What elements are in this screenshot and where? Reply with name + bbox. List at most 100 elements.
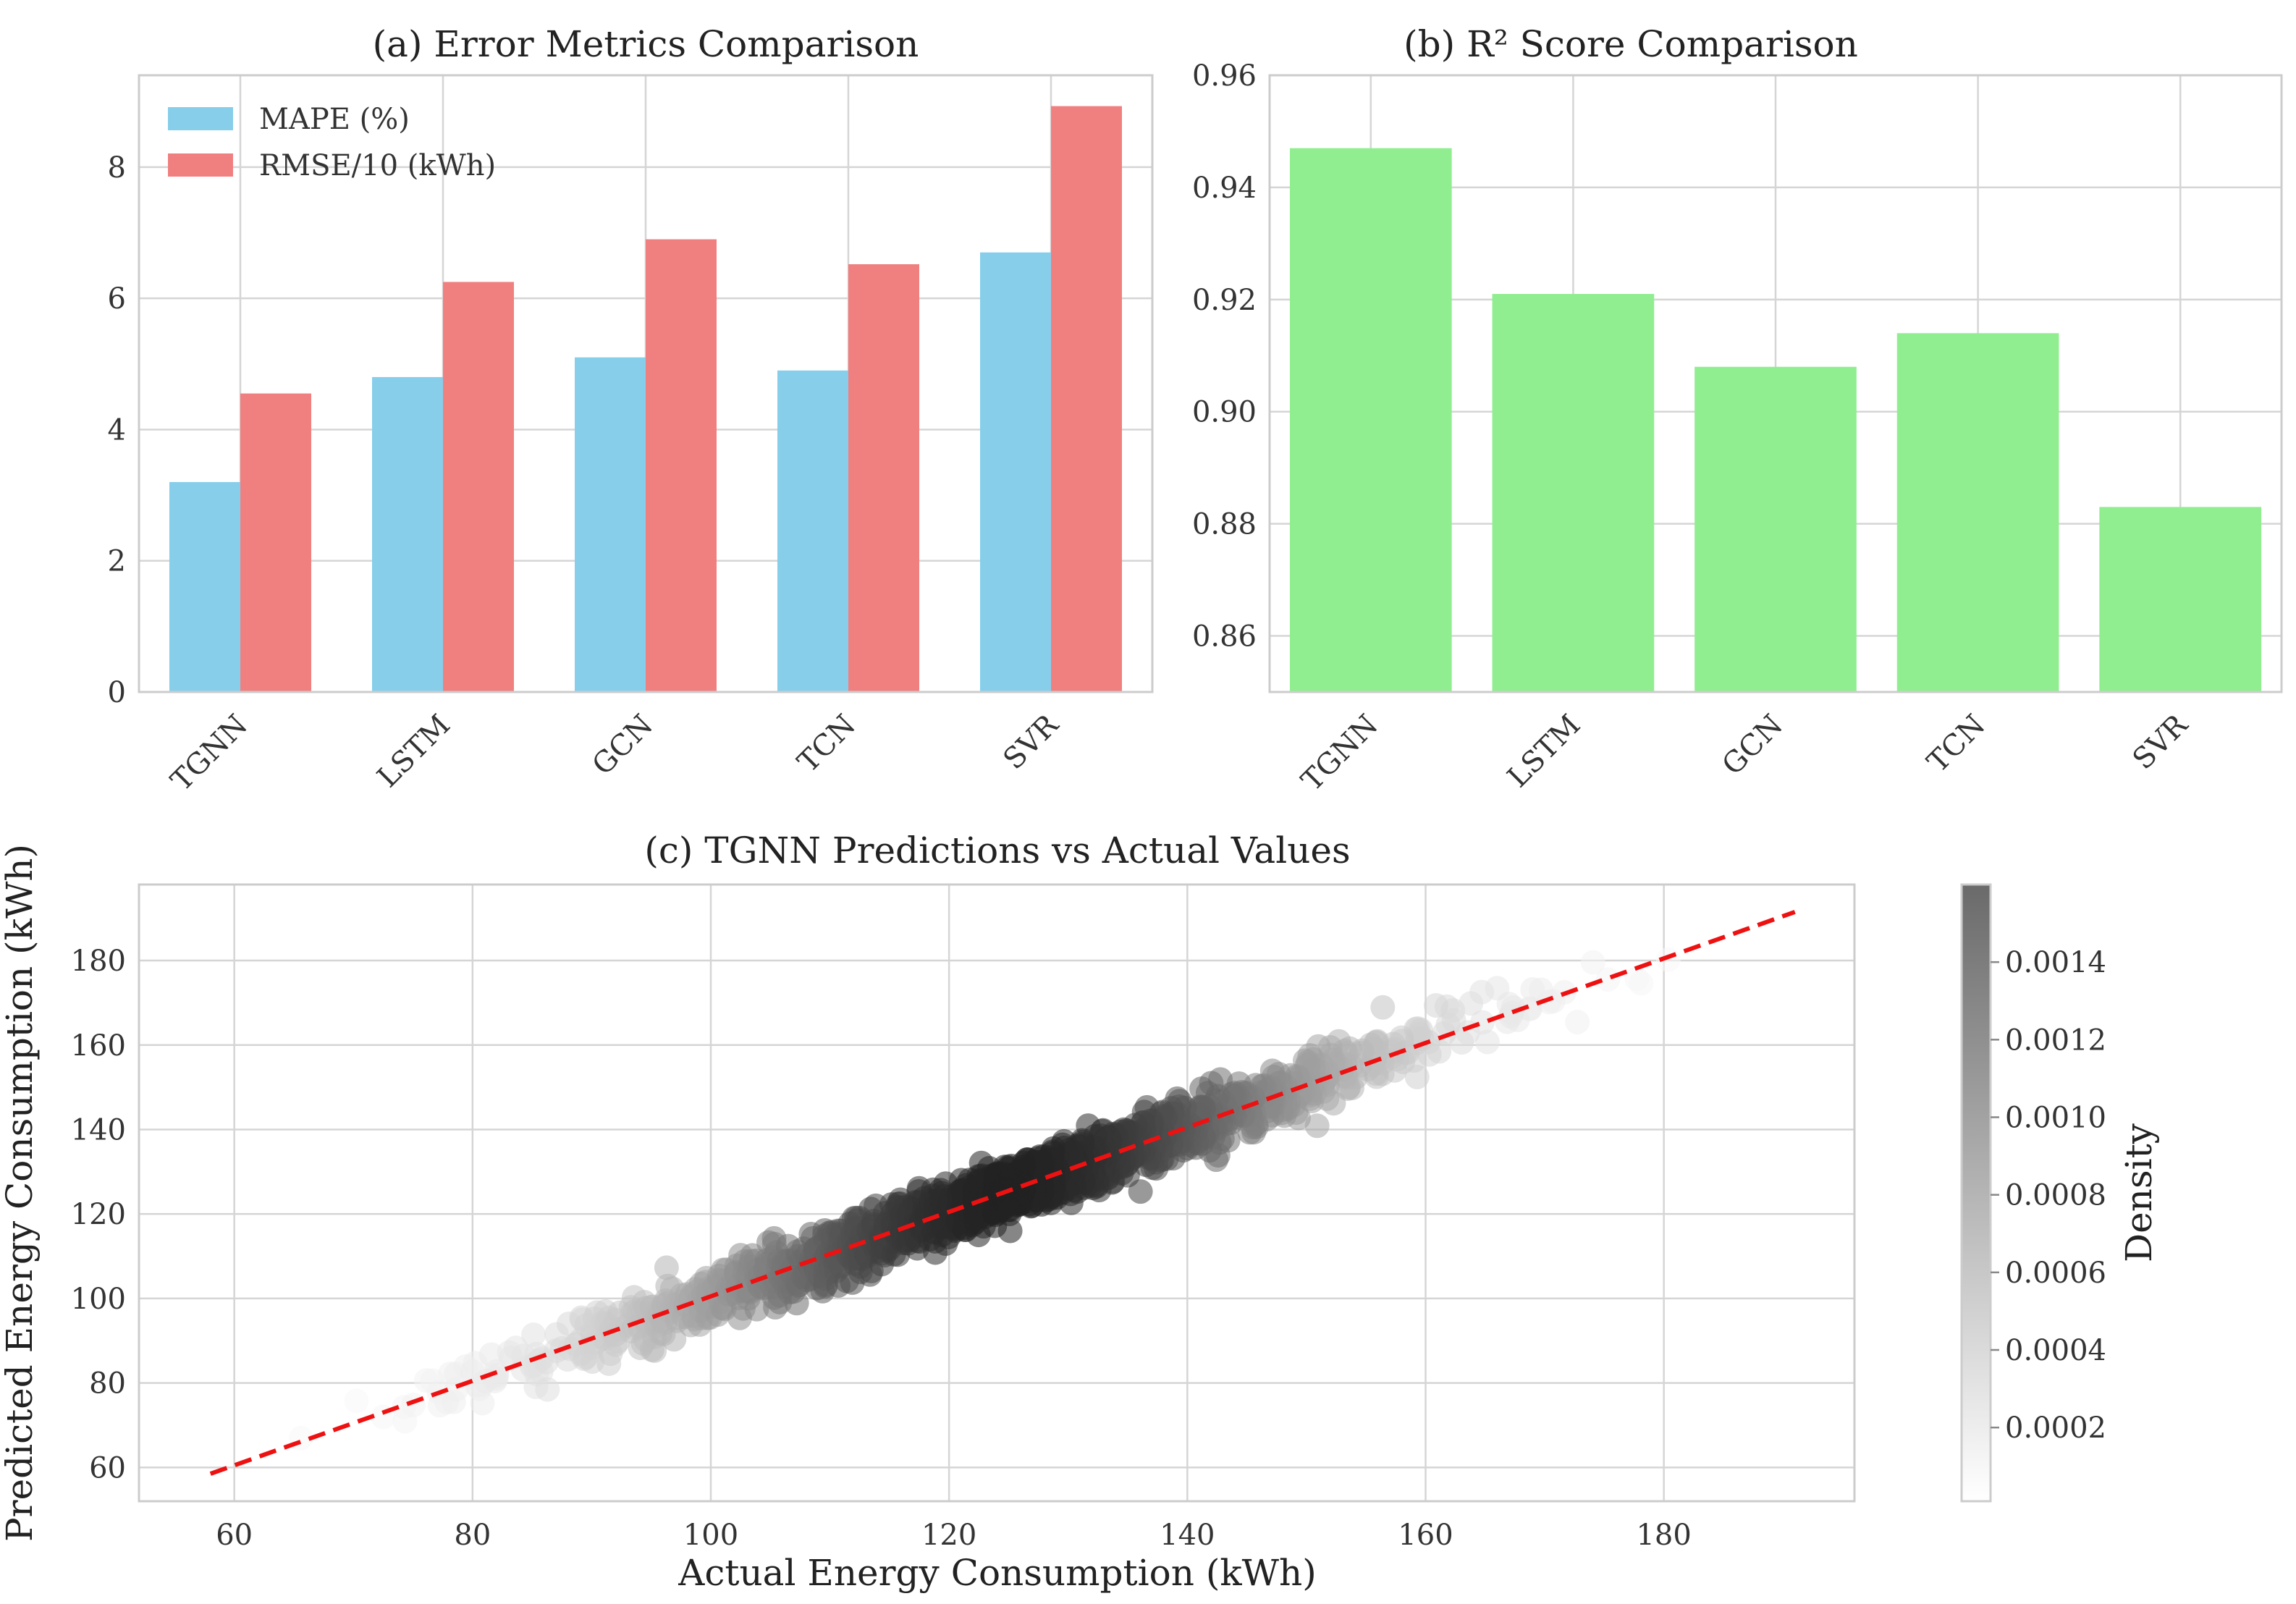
- scatter-point: [744, 1296, 769, 1322]
- x-tick-label: SVR: [2127, 707, 2195, 776]
- scatter-point: [654, 1255, 679, 1280]
- colorbar-ticks: 0.0002 0.0004 0.0006 0.0008 0.0010 0.0012 0.00…: [1991, 946, 2106, 1445]
- y-tick-label: 6: [108, 282, 126, 316]
- y-tick-label: 80: [89, 1367, 126, 1401]
- x-tick-label: 100: [683, 1519, 738, 1552]
- colorbar-gradient: [1960, 883, 1992, 1503]
- x-tick-label: GCN: [586, 709, 660, 782]
- colorbar-tick-label: 0.0010: [2005, 1102, 2106, 1135]
- x-tick-label: 60: [216, 1519, 253, 1552]
- legend-label-mape: MAPE (%): [259, 103, 410, 136]
- scatter-point: [662, 1327, 687, 1352]
- y-tick-label: 140: [71, 1113, 126, 1147]
- bar-a-svr-0: [980, 252, 1051, 693]
- scatter-point: [1474, 1029, 1500, 1055]
- colorbar-label: Density: [2118, 1123, 2160, 1262]
- chart-a-y-ticks: 0 2 4 6 8: [108, 151, 126, 709]
- scatter-point: [1304, 1113, 1330, 1139]
- chart-c-points: [288, 947, 1681, 1451]
- chart-a-x-ticks: TGNN LSTM GCN TCN SVR: [165, 707, 1066, 798]
- bar-a-lstm-0: [372, 376, 443, 692]
- x-tick-label: 160: [1398, 1519, 1453, 1552]
- scatter-point: [344, 1388, 369, 1414]
- colorbar-tick-label: 0.0014: [2005, 946, 2106, 979]
- chart-a-bars: [169, 106, 1122, 693]
- scatter-point: [484, 1362, 510, 1388]
- chart-a-frame: [138, 74, 1154, 693]
- y-tick-label: 0.86: [1192, 620, 1257, 654]
- chart-c-x-label: Actual Energy Consumption (kWh): [678, 1552, 1316, 1594]
- scatter-point: [1189, 1076, 1215, 1102]
- bar-b-gcn-0: [1694, 366, 1857, 692]
- x-tick-label: 120: [921, 1519, 976, 1552]
- y-tick-label: 8: [108, 151, 126, 185]
- bar-a-gcn-0: [575, 357, 646, 692]
- y-tick-label: 0.96: [1192, 59, 1257, 93]
- bar-a-gcn-1: [646, 239, 717, 693]
- x-tick-label: TGNN: [165, 709, 254, 798]
- y-tick-label: 180: [71, 945, 126, 978]
- x-tick-label: 180: [1636, 1519, 1691, 1552]
- bar-a-lstm-1: [443, 282, 514, 693]
- y-tick-label: 60: [89, 1451, 126, 1485]
- bar-a-tgnn-1: [240, 393, 311, 692]
- panel-predictions-vs-actual: (c) TGNN Predictions vs Actual Values 60…: [0, 830, 2160, 1594]
- y-tick-label: 2: [108, 545, 126, 578]
- y-tick-label: 100: [71, 1283, 126, 1316]
- bar-a-tcn-0: [777, 370, 848, 692]
- y-tick-label: 0: [108, 676, 126, 709]
- scatter-point: [535, 1377, 560, 1402]
- chart-b-title: (b) R² Score Comparison: [1404, 23, 1858, 65]
- bar-b-svr-0: [2099, 507, 2262, 692]
- bar-b-lstm-0: [1492, 294, 1655, 692]
- x-tick-label: GCN: [1716, 709, 1790, 782]
- legend-swatch-mape: [168, 107, 233, 130]
- colorbar: 0.0002 0.0004 0.0006 0.0008 0.0010 0.0012 0.00…: [1960, 883, 2160, 1503]
- x-tick-label: LSTM: [371, 709, 457, 795]
- chart-c-title: (c) TGNN Predictions vs Actual Values: [644, 830, 1350, 871]
- chart-c-y-label: Predicted Energy Consumption (kWh): [0, 844, 41, 1542]
- chart-b-bars: [1289, 148, 2262, 692]
- chart-c-reference-line: [209, 910, 1796, 1476]
- bar-b-tgnn-0: [1289, 148, 1452, 692]
- legend-label-rmse: RMSE/10 (kWh): [259, 149, 496, 182]
- scatter-point: [1624, 966, 1650, 992]
- y-tick-label: 4: [108, 413, 126, 447]
- bar-a-svr-1: [1051, 106, 1122, 693]
- chart-c-frame: [138, 883, 1856, 1503]
- x-tick-label: 80: [454, 1519, 491, 1552]
- scatter-point: [1370, 995, 1396, 1020]
- chart-a-title: (a) Error Metrics Comparison: [373, 23, 919, 65]
- y-tick-label: 0.88: [1192, 508, 1257, 541]
- x-tick-label: TGNN: [1295, 709, 1384, 798]
- chart-a-legend: MAPE (%) RMSE/10 (kWh): [168, 103, 496, 182]
- scatter-point: [401, 1393, 426, 1418]
- scatter-point: [1580, 950, 1605, 975]
- scatter-point: [1595, 967, 1621, 992]
- legend-swatch-rmse: [168, 153, 233, 177]
- bar-a-tgnn-0: [169, 481, 240, 692]
- y-tick-label: 0.94: [1192, 172, 1257, 205]
- panel-error-metrics: (a) Error Metrics Comparison 0 2 4 6 8 TGNN L…: [108, 23, 1154, 798]
- y-tick-label: 160: [71, 1029, 126, 1063]
- y-tick-label: 0.90: [1192, 396, 1257, 429]
- x-tick-label: 140: [1160, 1519, 1215, 1552]
- scatter-point: [1520, 977, 1545, 1002]
- chart-b-x-ticks: TGNN LSTM GCN TCN SVR: [1295, 707, 2195, 798]
- chart-b-frame: [1268, 74, 2283, 693]
- colorbar-tick-label: 0.0004: [2005, 1334, 2106, 1367]
- x-tick-label: TCN: [791, 709, 862, 780]
- identity-line: [209, 910, 1796, 1476]
- scatter-point: [1423, 992, 1448, 1018]
- bar-a-tcn-1: [848, 264, 919, 692]
- colorbar-tick-label: 0.0006: [2005, 1257, 2106, 1290]
- colorbar-tick-label: 0.0012: [2005, 1023, 2106, 1057]
- chart-c-x-ticks: 60 80 100 120 140 160 180: [216, 1519, 1692, 1552]
- x-tick-label: SVR: [997, 707, 1065, 776]
- x-tick-label: LSTM: [1501, 709, 1587, 795]
- scatter-point: [996, 1156, 1021, 1181]
- scatter-point: [784, 1291, 809, 1316]
- y-tick-label: 0.92: [1192, 284, 1257, 317]
- scatter-point: [996, 1190, 1021, 1215]
